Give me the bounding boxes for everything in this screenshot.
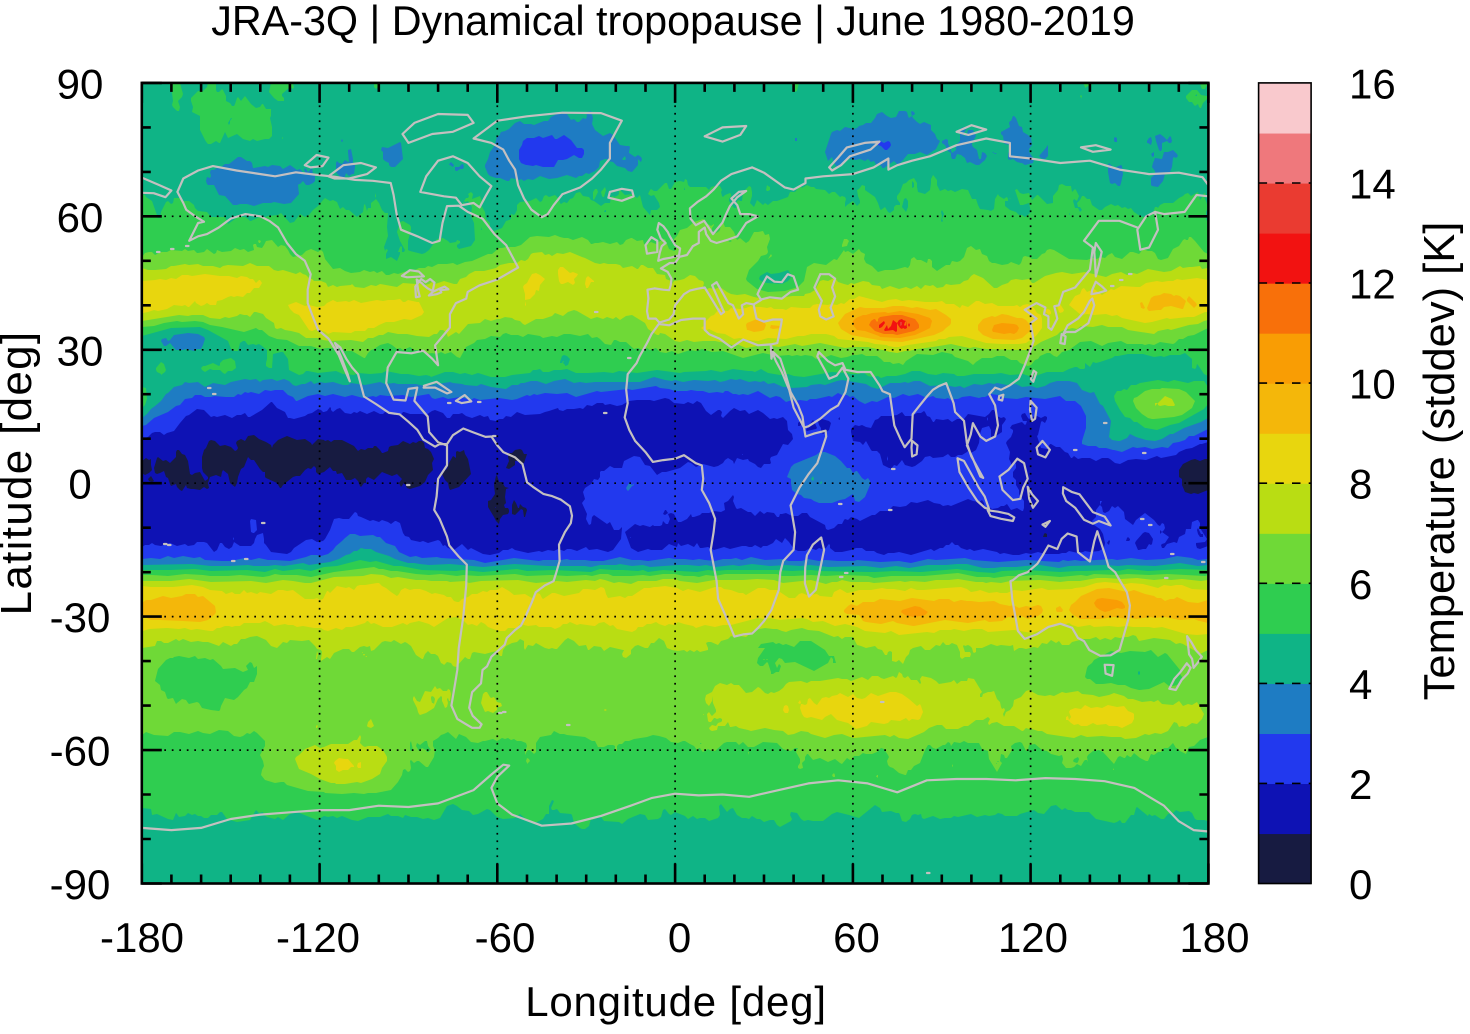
svg-text:2: 2 <box>1349 761 1372 808</box>
svg-text:-120: -120 <box>276 914 360 961</box>
svg-text:-30: -30 <box>50 594 111 641</box>
svg-text:JRA-3Q | Dynamical tropopause: JRA-3Q | Dynamical tropopause | June 198… <box>211 0 1135 44</box>
svg-text:60: 60 <box>833 914 880 961</box>
svg-text:Temperature (stddev) [K]: Temperature (stddev) [K] <box>1416 222 1464 701</box>
svg-text:16: 16 <box>1349 60 1396 107</box>
svg-text:90: 90 <box>57 60 104 107</box>
svg-text:180: 180 <box>1179 914 1249 961</box>
svg-text:-60: -60 <box>475 914 536 961</box>
svg-text:-180: -180 <box>100 914 184 961</box>
svg-text:0: 0 <box>68 461 91 508</box>
svg-text:14: 14 <box>1349 161 1396 208</box>
svg-text:30: 30 <box>57 327 104 374</box>
svg-text:-60: -60 <box>50 728 111 775</box>
svg-text:4: 4 <box>1349 661 1372 708</box>
svg-text:-90: -90 <box>50 861 111 908</box>
svg-text:120: 120 <box>998 914 1068 961</box>
svg-text:Longitude [deg]: Longitude [deg] <box>525 978 827 1025</box>
svg-text:0: 0 <box>1349 861 1372 908</box>
svg-text:Latitude [deg]: Latitude [deg] <box>0 331 41 616</box>
svg-text:0: 0 <box>668 914 691 961</box>
svg-text:6: 6 <box>1349 561 1372 608</box>
svg-text:12: 12 <box>1349 261 1396 308</box>
svg-text:10: 10 <box>1349 361 1396 408</box>
svg-text:60: 60 <box>57 194 104 241</box>
svg-text:8: 8 <box>1349 461 1372 508</box>
